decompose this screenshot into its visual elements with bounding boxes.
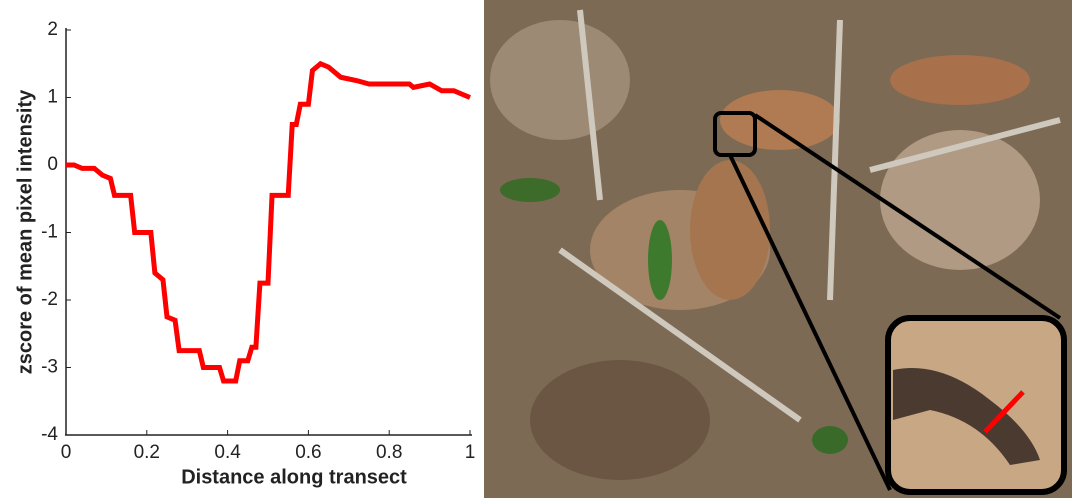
x-tick-label: 0.4 [214, 442, 241, 463]
leaf [880, 130, 1040, 270]
photo [484, 0, 1072, 498]
chart: Distance along transect zscore of mean p… [14, 19, 475, 488]
y-tick-label: 2 [47, 19, 58, 40]
leaf [490, 20, 630, 140]
snake-body [690, 160, 770, 300]
y-tick-label: -3 [41, 357, 58, 378]
x-tick-label: 0.6 [295, 442, 321, 463]
figure: Distance along transect zscore of mean p… [0, 0, 1072, 498]
y-tick-label: 0 [47, 154, 58, 175]
snake-body [720, 90, 840, 150]
page: Distance along transect zscore of mean p… [0, 0, 1072, 498]
x-tick-label: 0.2 [134, 442, 160, 463]
x-tick-label: 0 [61, 442, 72, 463]
x-axis-label: Distance along transect [181, 466, 407, 488]
green-leaf [812, 426, 848, 454]
y-tick-label: -2 [41, 289, 58, 310]
y-tick-label: -4 [41, 424, 58, 445]
snake-body [890, 55, 1030, 105]
green-leaf [648, 220, 672, 300]
leaf [530, 360, 710, 480]
green-leaf [500, 178, 560, 202]
y-axis-label: zscore of mean pixel intensity [14, 89, 36, 374]
y-tick-label: -1 [41, 222, 58, 243]
x-tick-label: 0.8 [376, 442, 402, 463]
x-tick-label: 1 [465, 442, 476, 463]
data-line [66, 64, 470, 381]
y-tick-label: 1 [47, 87, 58, 108]
